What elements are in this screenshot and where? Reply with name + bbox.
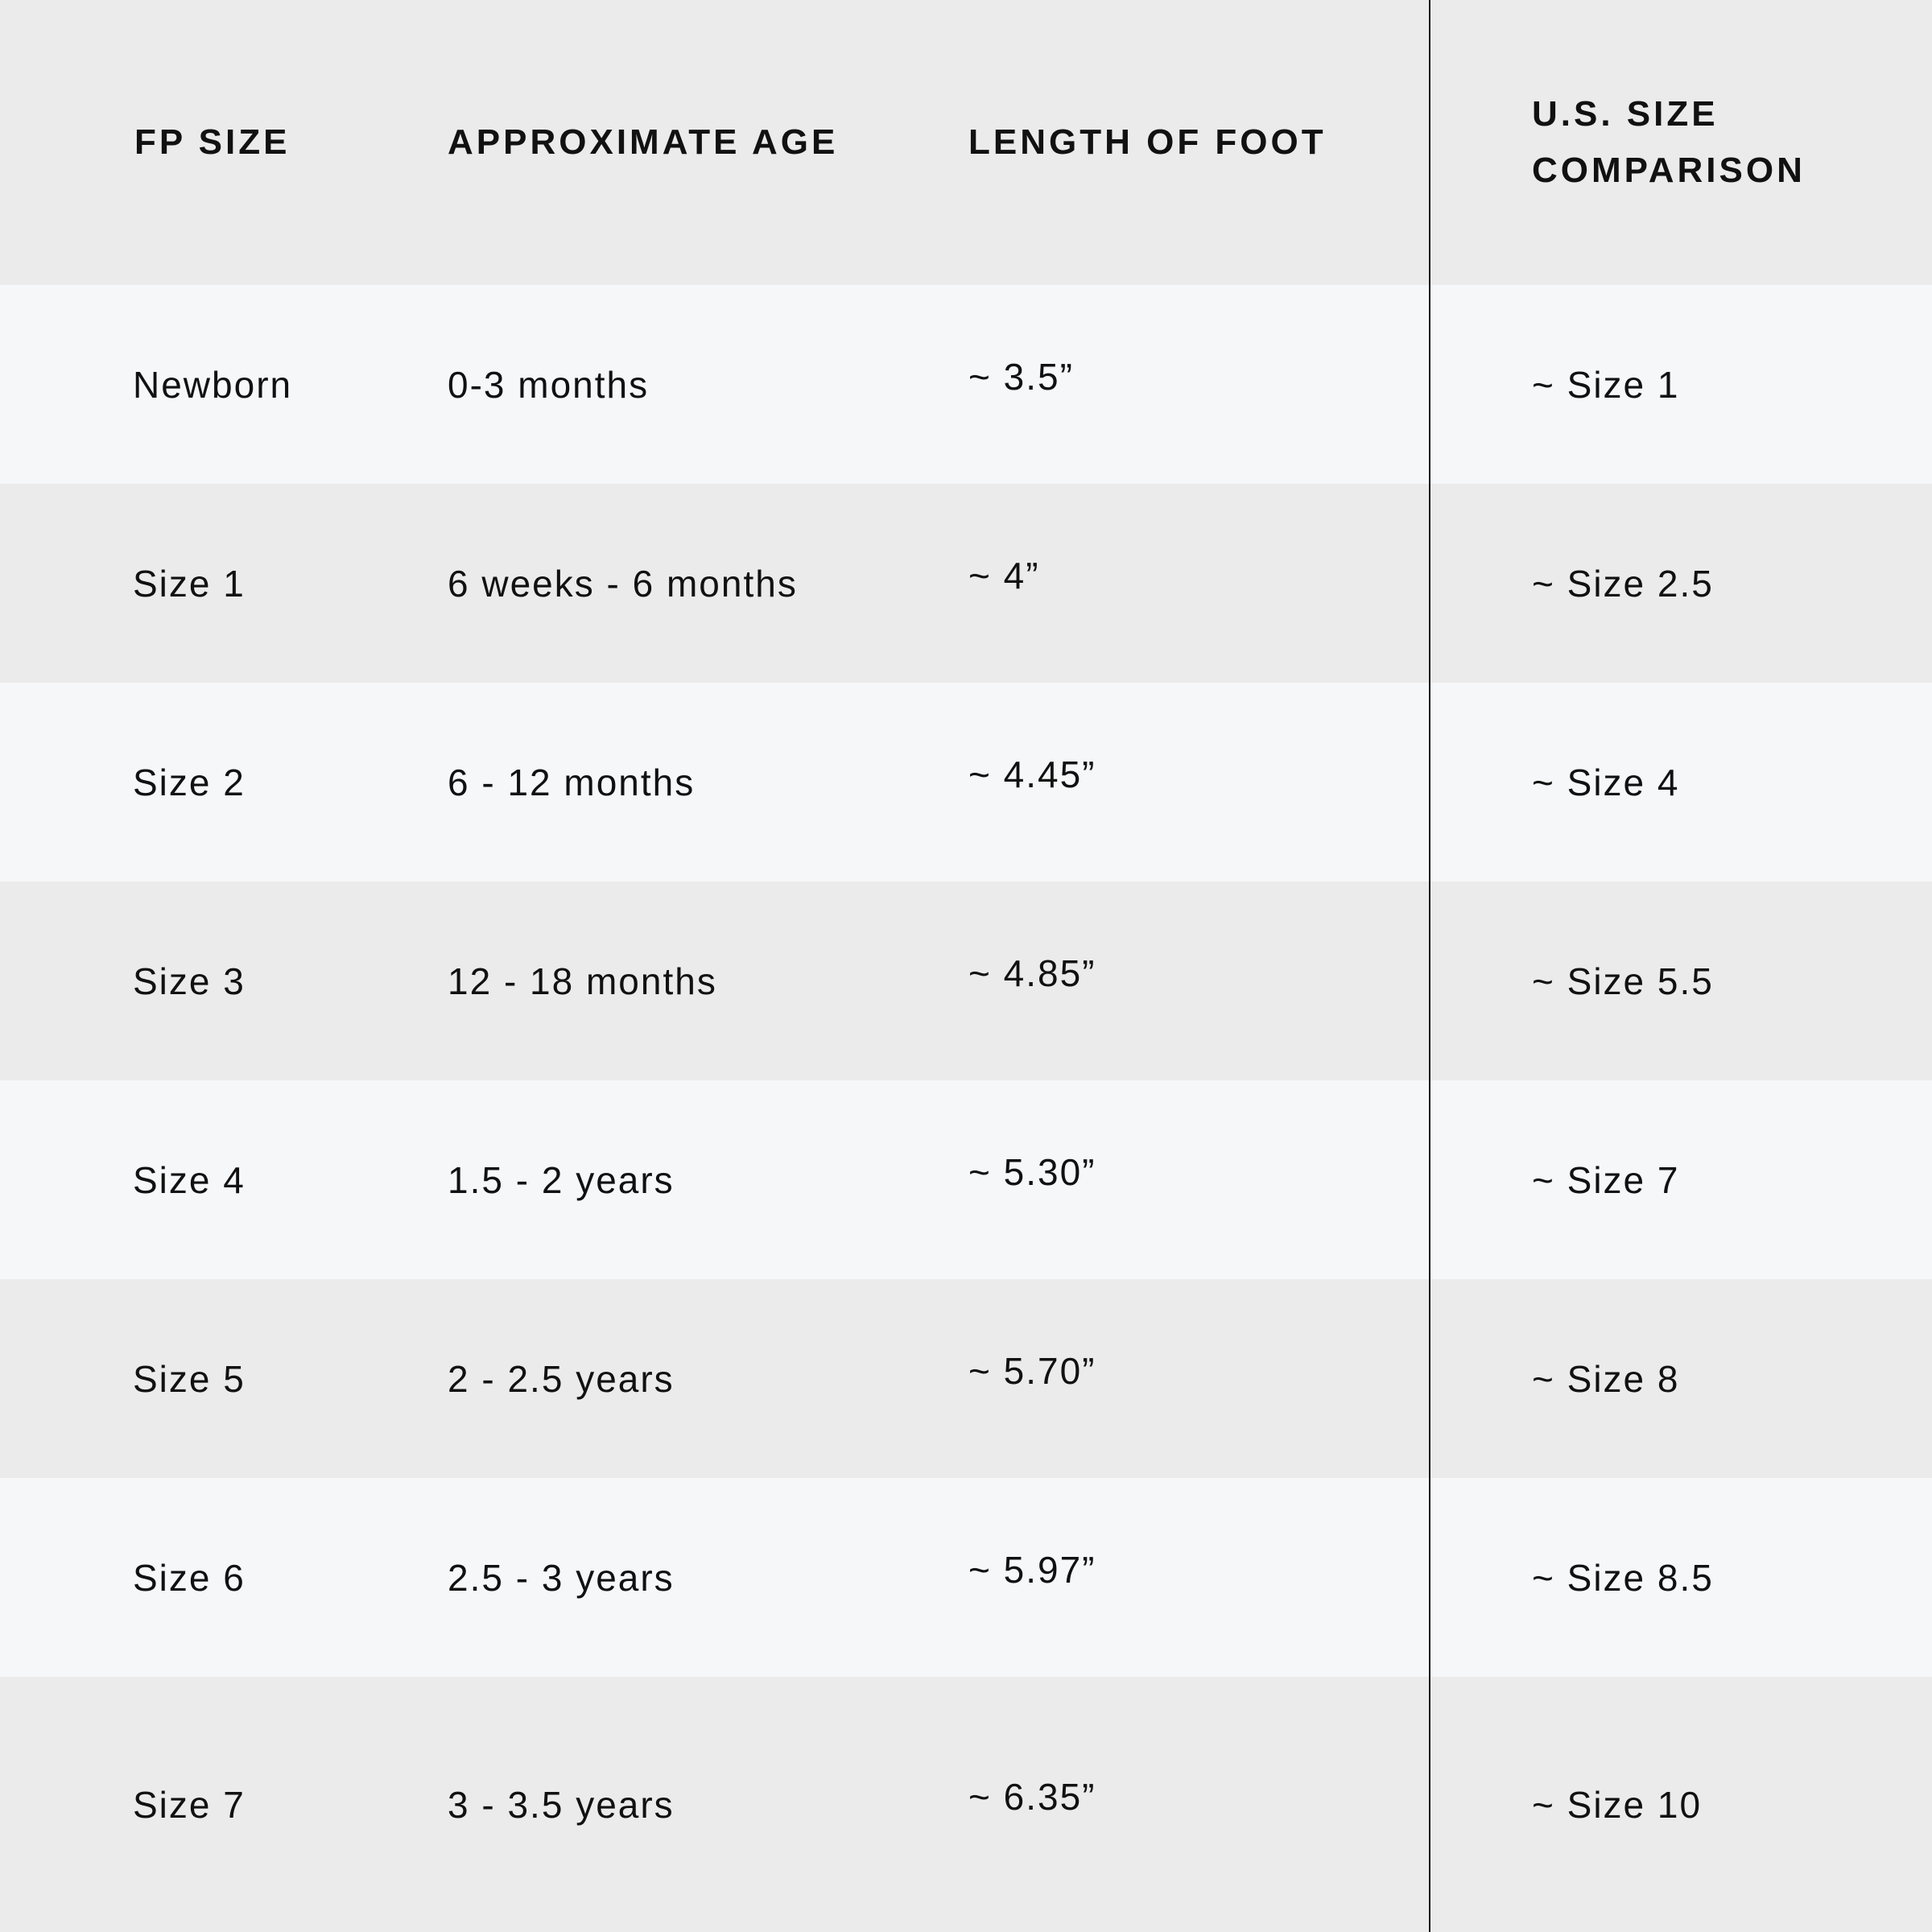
header-us-size-comparison: U.S. SIZE COMPARISON [1532,94,1806,190]
cell-fp-size: Size 3 [133,960,246,1002]
cell-length-of-foot: ~ 6.35” [968,1775,1096,1818]
table-row: Size 1 6 weeks - 6 months ~ 4” ~ Size 2.5 [0,484,1932,683]
header-fp-size: FP SIZE [134,122,291,162]
cell-length-of-foot: ~ 5.30” [968,1150,1096,1193]
cell-approximate-age: 2 - 2.5 years [448,1357,675,1400]
cell-approximate-age: 0-3 months [448,363,650,406]
cell-length-of-foot: ~ 5.97” [968,1548,1096,1591]
table-row: Size 5 2 - 2.5 years ~ 5.70” ~ Size 8 [0,1279,1932,1478]
cell-approximate-age: 1.5 - 2 years [448,1158,675,1201]
cell-approximate-age: 12 - 18 months [448,960,717,1002]
table-row: Size 4 1.5 - 2 years ~ 5.30” ~ Size 7 [0,1080,1932,1279]
cell-approximate-age: 6 - 12 months [448,761,696,803]
cell-approximate-age: 2.5 - 3 years [448,1556,675,1599]
header-approximate-age: APPROXIMATE AGE [448,122,839,162]
cell-us-size: ~ Size 4 [1532,761,1680,803]
cell-length-of-foot: ~ 4.85” [968,952,1096,994]
cell-fp-size: Newborn [133,363,293,406]
cell-us-size: ~ Size 5.5 [1532,960,1714,1002]
cell-approximate-age: 3 - 3.5 years [448,1783,675,1826]
table-header: FP SIZE APPROXIMATE AGE LENGTH OF FOOT U… [0,0,1932,285]
cell-us-size: ~ Size 7 [1532,1158,1680,1201]
cell-fp-size: Size 4 [133,1158,246,1201]
cell-fp-size: Size 2 [133,761,246,803]
table-row: Size 7 3 - 3.5 years ~ 6.35” ~ Size 10 [0,1677,1932,1932]
table-row: Size 6 2.5 - 3 years ~ 5.97” ~ Size 8.5 [0,1478,1932,1677]
cell-length-of-foot: ~ 3.5” [968,355,1074,398]
table-row: Size 2 6 - 12 months ~ 4.45” ~ Size 4 [0,683,1932,881]
cell-us-size: ~ Size 1 [1532,363,1680,406]
cell-us-size: ~ Size 8 [1532,1357,1680,1400]
cell-fp-size: Size 6 [133,1556,246,1599]
table-row: Size 3 12 - 18 months ~ 4.85” ~ Size 5.5 [0,881,1932,1080]
cell-length-of-foot: ~ 5.70” [968,1349,1096,1392]
table-row: Newborn 0-3 months ~ 3.5” ~ Size 1 [0,285,1932,484]
header-length-of-foot: LENGTH OF FOOT [968,122,1327,162]
cell-fp-size: Size 7 [133,1783,246,1826]
cell-fp-size: Size 5 [133,1357,246,1400]
cell-us-size: ~ Size 8.5 [1532,1556,1714,1599]
column-divider [1429,0,1430,1932]
cell-length-of-foot: ~ 4.45” [968,753,1096,795]
cell-us-size: ~ Size 10 [1532,1783,1703,1826]
cell-us-size: ~ Size 2.5 [1532,562,1714,605]
cell-approximate-age: 6 weeks - 6 months [448,562,798,605]
cell-fp-size: Size 1 [133,562,246,605]
cell-length-of-foot: ~ 4” [968,554,1040,597]
